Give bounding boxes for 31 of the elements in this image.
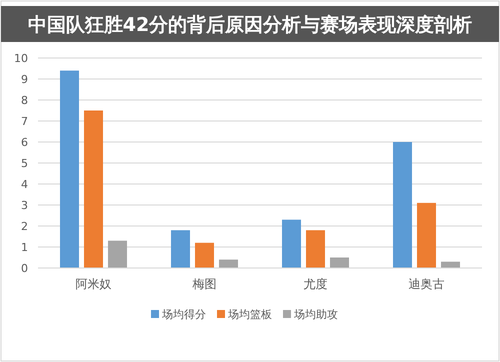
y-tick-label: 5	[21, 157, 28, 170]
y-tick-label: 10	[14, 52, 28, 65]
y-tick-label: 9	[21, 73, 28, 86]
y-tick-label: 0	[21, 262, 28, 275]
y-tick-label: 3	[21, 199, 28, 212]
y-tick-label: 6	[21, 136, 28, 149]
y-tick-label: 1	[21, 241, 28, 254]
y-tick-label: 7	[21, 115, 28, 128]
legend-label: 场均篮板	[227, 308, 272, 321]
bar	[171, 230, 190, 268]
x-tick-label: 阿米奴	[76, 277, 112, 291]
bar	[393, 142, 412, 268]
x-tick-label: 梅图	[192, 277, 216, 291]
chart-title: 中国队狂胜42分的背后原因分析与赛场表现深度剖析	[28, 14, 472, 36]
bar	[441, 262, 460, 268]
bar	[219, 260, 238, 268]
bar	[60, 70, 79, 268]
legend-label: 场均得分	[161, 308, 206, 321]
bar	[306, 230, 325, 268]
y-tick-label: 8	[21, 94, 28, 107]
bar	[282, 220, 301, 268]
bar	[417, 202, 436, 268]
y-tick-label: 2	[21, 220, 28, 233]
x-tick-label: 迪奥古	[408, 277, 444, 291]
bar	[330, 258, 349, 268]
bar	[84, 110, 103, 268]
bar	[195, 242, 214, 268]
bar	[108, 240, 127, 268]
legend-label: 场均助攻	[293, 308, 338, 321]
x-tick-label: 尤度	[304, 277, 328, 291]
y-tick-label: 4	[21, 178, 28, 191]
